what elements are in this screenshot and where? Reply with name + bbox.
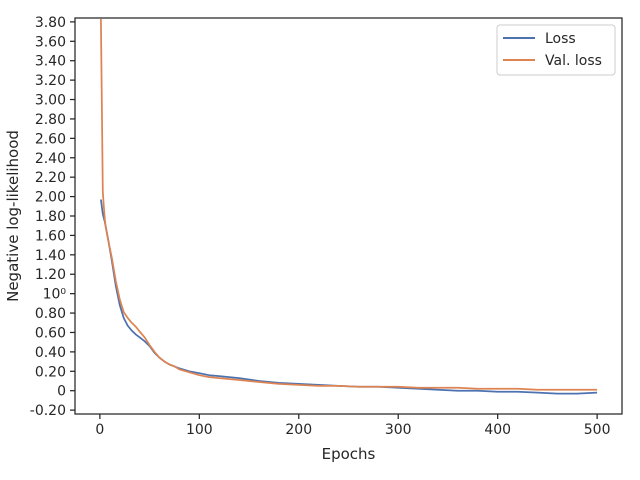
y-tick-label: 3.40 (35, 54, 66, 70)
series-line-val-loss (100, 18, 598, 391)
y-tick-label: 2.80 (35, 112, 66, 128)
legend-label-val-loss: Val. loss (545, 53, 602, 69)
x-axis-label: Epochs (322, 445, 376, 463)
x-tick-label: 200 (285, 422, 312, 438)
y-axis-ticks: -0.20 0 0.20 0.40 0.60 0.80 10⁰ 1.20 1.40 1.60 1.8… (30, 15, 75, 419)
y-tick-label: 2.60 (35, 131, 66, 147)
y-tick-label: 2.40 (35, 151, 66, 167)
plot-frame (74, 17, 623, 415)
plot-lines (100, 18, 598, 395)
y-tick-label: 1.20 (35, 267, 66, 283)
y-tick-label: -0.20 (30, 403, 66, 419)
y-tick-label: 0.20 (35, 364, 66, 380)
x-tick-label: 0 (95, 422, 104, 438)
legend: Loss Val. loss (496, 24, 616, 76)
x-axis-ticks: 0 100 200 300 400 500 (95, 414, 611, 438)
x-tick-label: 400 (484, 422, 511, 438)
y-tick-label: 3.20 (35, 73, 66, 89)
series-line-loss (100, 199, 598, 395)
y-tick-label: 3.60 (35, 34, 66, 50)
y-tick-label: 2.20 (35, 170, 66, 186)
y-tick-label: 1.40 (35, 248, 66, 264)
y-tick-label: 2.00 (35, 190, 66, 206)
y-tick-label: 3.80 (35, 15, 66, 31)
y-tick-label: 3.00 (35, 93, 66, 109)
y-tick-label: 0.40 (35, 345, 66, 361)
y-tick-label: 0.80 (35, 306, 66, 322)
y-tick-label: 1.60 (35, 228, 66, 244)
x-tick-label: 100 (186, 422, 213, 438)
y-tick-label: 10⁰ (43, 287, 67, 303)
legend-label-loss: Loss (545, 31, 576, 47)
y-tick-label: 1.80 (35, 209, 66, 225)
y-tick-label: 0.60 (35, 325, 66, 341)
x-tick-label: 500 (584, 422, 611, 438)
x-tick-label: 300 (385, 422, 412, 438)
y-tick-label: 0 (57, 384, 66, 400)
y-axis-label: Negative log-likelihood (4, 130, 22, 302)
